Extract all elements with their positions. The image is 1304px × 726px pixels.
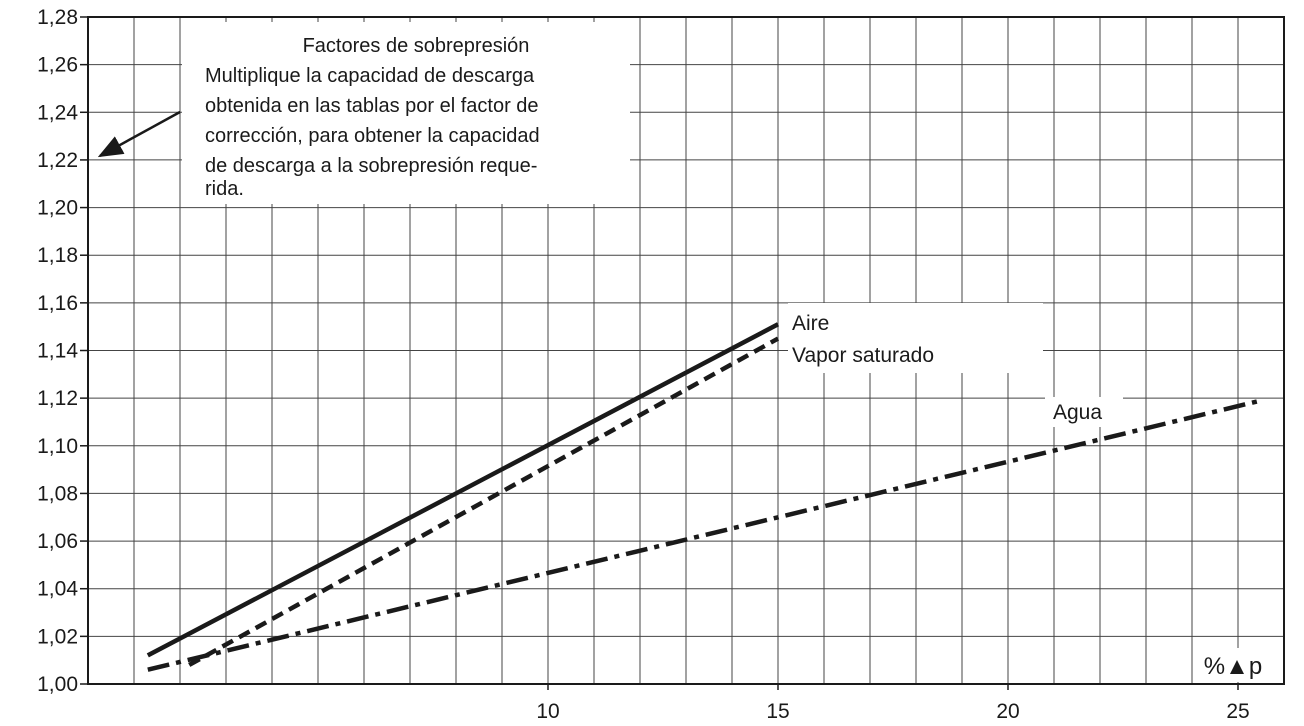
annotation-line-4: de descarga a la sobrepresión reque- [205, 155, 537, 177]
series-label-vapor-saturado: Vapor saturado [792, 344, 934, 367]
unit-label-box [1196, 648, 1270, 682]
annotation-line-3: corrección, para obtener la capacidad [205, 125, 540, 147]
x-tick-label: 20 [996, 700, 1019, 723]
series-line-agua [147, 398, 1262, 672]
y-tick-label: 1,18 [37, 244, 78, 267]
y-tick-label: 1,04 [37, 578, 78, 601]
y-axis-ticks: 1,00 1,02 1,04 1,06 1,08 1,10 1,12 1,14 1,16 1,18… [37, 6, 88, 696]
y-tick-label: 1,26 [37, 54, 78, 77]
y-tick-label: 1,22 [37, 149, 78, 172]
y-tick-label: 1,24 [37, 101, 78, 124]
annotation-box [182, 22, 630, 204]
axis-unit-label: %▲p [1204, 653, 1262, 680]
annotation: Factores de sobrepresión Multiplique la … [97, 22, 630, 204]
series-line-aire [146, 322, 780, 658]
annotation-line-5: rida. [205, 178, 244, 200]
x-tick-label: 25 [1226, 700, 1249, 723]
y-tick-label: 1,20 [37, 197, 78, 220]
annotation-line-1: Multiplique la capacidad de descarga [205, 65, 535, 87]
annotation-arrow [97, 110, 181, 158]
y-tick-label: 1,02 [37, 625, 78, 648]
y-tick-label: 1,08 [37, 482, 78, 505]
annotation-title: Factores de sobrepresión [303, 35, 530, 57]
y-tick-label: 1,28 [37, 6, 78, 29]
y-tick-label: 1,06 [37, 530, 78, 553]
y-tick-label: 1,16 [37, 292, 78, 315]
y-tick-label: 1,10 [37, 435, 78, 458]
series-label-box-agua [1045, 397, 1123, 427]
x-tick-label: 10 [536, 700, 559, 723]
series-label-agua: Agua [1053, 401, 1102, 424]
x-tick-label: 15 [766, 700, 789, 723]
x-axis-ticks: 10 15 20 25 [536, 684, 1250, 723]
series-label-aire: Aire [792, 312, 829, 335]
series-label-box-aire [788, 303, 1043, 373]
plot-frame [87, 16, 1285, 685]
annotation-line-2: obtenida en las tablas por el factor de [205, 95, 539, 117]
y-tick-label: 1,00 [37, 673, 78, 696]
y-tick-label: 1,14 [37, 340, 78, 363]
series-line-vapor-saturado [188, 336, 780, 667]
y-tick-label: 1,12 [37, 387, 78, 410]
series-lines [146, 322, 1262, 672]
